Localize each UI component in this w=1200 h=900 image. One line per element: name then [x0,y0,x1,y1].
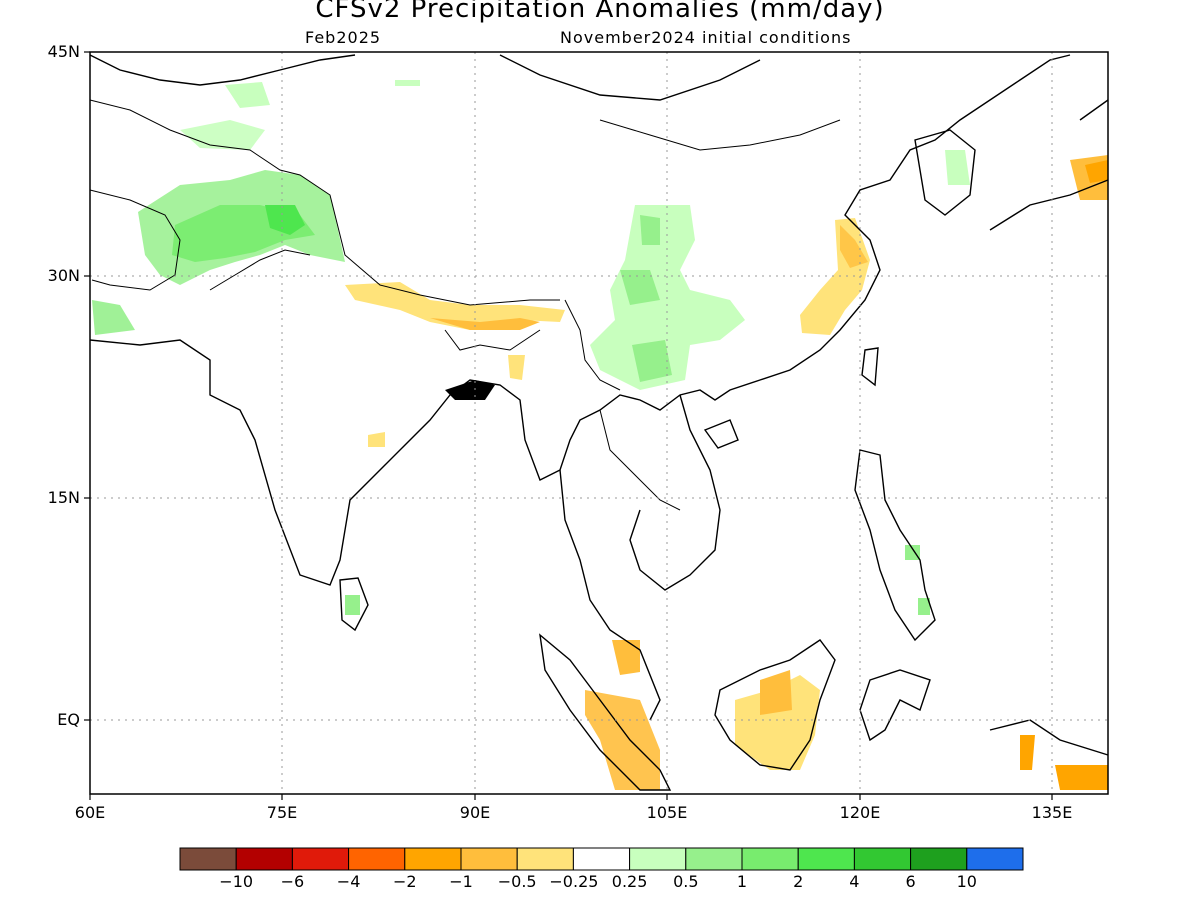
lat-label: 30N [47,266,80,285]
colorbar-label: 6 [905,872,916,891]
lon-label: 135E [1031,803,1073,822]
colorbar-swatch [235,847,293,871]
coastlines [89,54,1109,791]
colorbar-swatch [179,847,237,871]
anomaly-shading [92,80,1108,790]
colorbar-label: −4 [336,872,361,891]
colorbar-label: −1 [449,872,473,891]
country-borders [89,99,841,511]
map-title: CFSv2 Precipitation Anomalies (mm/day) [315,0,885,24]
colorbar-label: −6 [280,872,305,891]
colorbar-swatch [348,847,406,871]
colorbar-label: 1 [736,872,748,891]
valid-month-label: Feb2025 [305,28,382,47]
gridlines [90,52,1108,794]
initial-conditions-label: November2024 initial conditions [560,28,852,47]
colorbar-swatch [629,847,687,871]
colorbar [179,847,1024,871]
lat-label: EQ [57,710,80,729]
colorbar-swatch [516,847,574,871]
colorbar-label: 0.5 [673,872,699,891]
lon-label: 90E [459,803,491,822]
delta-dark-patch [445,380,495,400]
colorbar-swatch [966,847,1024,871]
colorbar-swatch [404,847,462,871]
colorbar-swatch [797,847,855,871]
tick-marks [84,51,1053,800]
colorbar-swatch [741,847,799,871]
lat-label: 45N [47,42,80,61]
colorbar-swatch [853,847,912,871]
colorbar-label: 10 [956,872,977,891]
colorbar-label: −0.25 [549,872,599,891]
colorbar-swatch [910,847,968,871]
colorbar-label: −0.5 [497,872,537,891]
colorbar-swatch [572,847,631,871]
colorbar-label: 0.25 [611,872,648,891]
map-frame [89,51,1109,795]
colorbar-label: 4 [849,872,860,891]
lon-label: 75E [266,803,298,822]
lon-label: 120E [839,803,881,822]
lat-label: 15N [47,488,80,507]
colorbar-swatch [685,847,743,871]
colorbar-swatch [460,847,518,871]
lon-label: 105E [646,803,688,822]
colorbar-swatch [291,847,350,871]
colorbar-label: −10 [219,872,254,891]
colorbar-label: −2 [393,872,417,891]
colorbar-label: 2 [793,872,804,891]
lon-label: 60E [74,803,106,822]
